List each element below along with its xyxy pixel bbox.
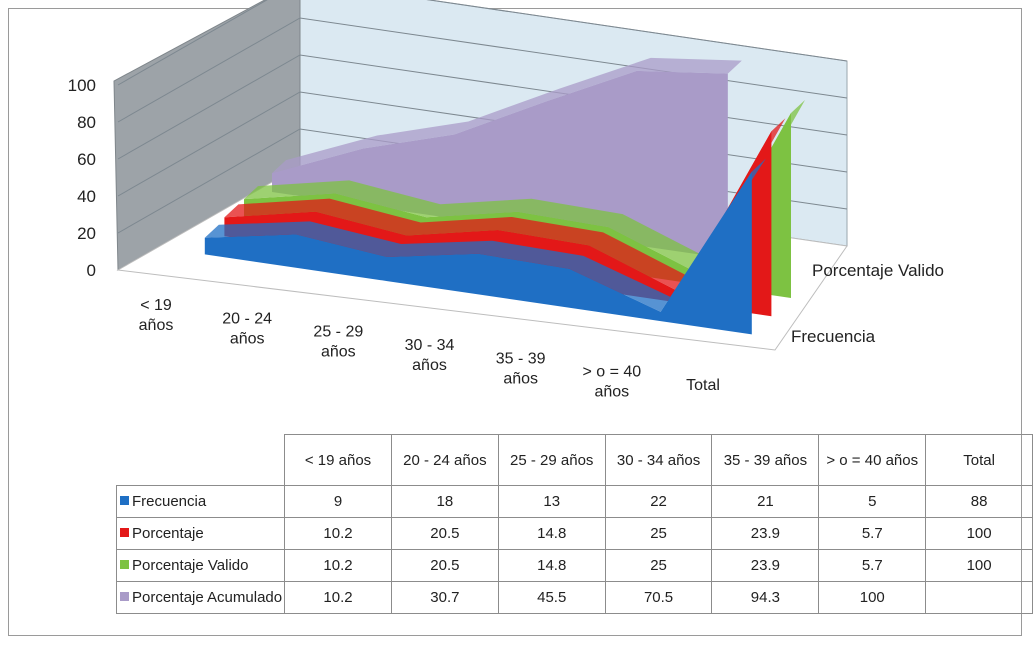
area-top-porcentaje-valido: [244, 100, 805, 275]
area-frecuencia: [204, 171, 752, 335]
x-axis-labels: < 19 años 20 - 24 años 25 - 29 años 30 - 34 año…: [139, 297, 720, 401]
x-tick-label: Total: [686, 377, 720, 394]
table-header-cell: 30 - 34 años: [604, 434, 713, 486]
table-cell: 21: [711, 485, 820, 518]
x-tick-label: 25 - 29 años: [313, 324, 363, 361]
table-cell: 10.2: [284, 549, 392, 582]
depth-label-porcentaje-valido: Porcentaje Valido: [812, 261, 944, 280]
area-porcentaje: [224, 131, 772, 317]
x-tick-label: 20 - 24 años: [222, 310, 272, 347]
data-table: < 19 años 20 - 24 años 25 - 29 años 30 - 34…: [115, 434, 1033, 614]
area-top-porcentaje: [224, 118, 786, 293]
table-cell: 22: [604, 485, 713, 518]
table-cell: 14.8: [497, 549, 606, 582]
x-tick-label: > o = 40 años: [582, 364, 641, 401]
table-header-cell: 35 - 39 años: [711, 434, 820, 486]
table-cell: 10.2: [284, 517, 392, 550]
legend-label: Porcentaje Acumulado: [132, 589, 283, 606]
area-series-porcentaje: [224, 118, 786, 317]
table-row-label: Frecuencia: [115, 485, 286, 518]
table-corner: [116, 434, 286, 486]
table-cell: 13: [497, 485, 606, 518]
area-series-porcentaje-acumulado: [272, 57, 742, 259]
table-header-cell: < 19 años: [284, 434, 392, 486]
depth-label-frecuencia: Frecuencia: [791, 327, 876, 346]
table-cell: 100: [925, 517, 1033, 550]
table-cell: 9: [284, 485, 392, 518]
table-header-cell: 25 - 29 años: [497, 434, 606, 486]
table-cell: 94.3: [711, 581, 820, 614]
table-cell: 5.7: [818, 549, 927, 582]
area-series-porcentaje-valido: [244, 100, 805, 298]
table-cell: 45.5: [497, 581, 606, 614]
table-cell: 20.5: [390, 517, 499, 550]
legend-swatch: [120, 592, 129, 601]
y-tick-label: 0: [87, 261, 96, 280]
table-cell: 100: [818, 581, 927, 614]
table-cell: 70.5: [604, 581, 713, 614]
legend-label: Frecuencia: [132, 493, 207, 510]
table-cell: 14.8: [497, 517, 606, 550]
legend-label: Porcentaje Valido: [132, 557, 249, 574]
table-row-label: Porcentaje: [115, 517, 286, 550]
table-row: Frecuencia 9 18 13 22 21 5 88: [115, 485, 1033, 518]
table-row-label: Porcentaje Valido: [115, 549, 286, 582]
area-top-frecuencia: [204, 158, 766, 312]
table-cell: 5: [818, 485, 927, 518]
table-cell: 88: [925, 485, 1033, 518]
table-cell: [925, 581, 1033, 614]
table-header-cell: 20 - 24 años: [390, 434, 499, 486]
chart-plot: 0 20 40 60 80 100 < 19 años 20 - 24 años 25 - 29 añ…: [68, 0, 944, 401]
table-cell: 18: [390, 485, 499, 518]
legend-label: Porcentaje: [132, 525, 204, 542]
table-row: Porcentaje 10.2 20.5 14.8 25 23.9 5.7 100: [115, 517, 1033, 550]
y-tick-label: 60: [77, 150, 96, 169]
legend-swatch: [120, 528, 129, 537]
table-row: Porcentaje Valido 10.2 20.5 14.8 25 23.9 5.7 10…: [115, 549, 1033, 582]
area-porcentaje-acumulado: [272, 70, 728, 259]
table-row: Porcentaje Acumulado 10.2 30.7 45.5 70.5 94.3…: [115, 581, 1033, 614]
table-cell: 10.2: [284, 581, 392, 614]
area-series-frecuencia: [204, 158, 766, 335]
x-tick-label: 30 - 34 años: [405, 337, 455, 374]
legend-swatch: [120, 560, 129, 569]
area-top-porcentaje-acumulado: [272, 57, 742, 174]
x-tick-label: 35 - 39 años: [496, 350, 546, 387]
y-tick-label: 20: [77, 224, 96, 243]
table-cell: 5.7: [818, 517, 927, 550]
legend-swatch: [120, 496, 129, 505]
gridline: [117, 0, 848, 86]
table-header-row: < 19 años 20 - 24 años 25 - 29 años 30 - 34…: [116, 434, 1033, 486]
table-cell: 25: [604, 549, 713, 582]
table-cell: 25: [604, 517, 713, 550]
table-header-cell: > o = 40 años: [818, 434, 927, 486]
table-header-cell: Total: [925, 434, 1033, 486]
area-porcentaje-valido: [244, 113, 791, 298]
y-axis-ticks: 0 20 40 60 80 100: [68, 76, 96, 280]
y-tick-label: 100: [68, 76, 96, 95]
x-tick-label: < 19 años: [139, 297, 174, 334]
y-tick-label: 80: [77, 113, 96, 132]
table-row-label: Porcentaje Acumulado: [115, 581, 286, 614]
table-cell: 100: [925, 549, 1033, 582]
table-cell: 20.5: [390, 549, 499, 582]
table-cell: 30.7: [390, 581, 499, 614]
table-cell: 23.9: [711, 549, 820, 582]
table-cell: 23.9: [711, 517, 820, 550]
y-tick-label: 40: [77, 187, 96, 206]
